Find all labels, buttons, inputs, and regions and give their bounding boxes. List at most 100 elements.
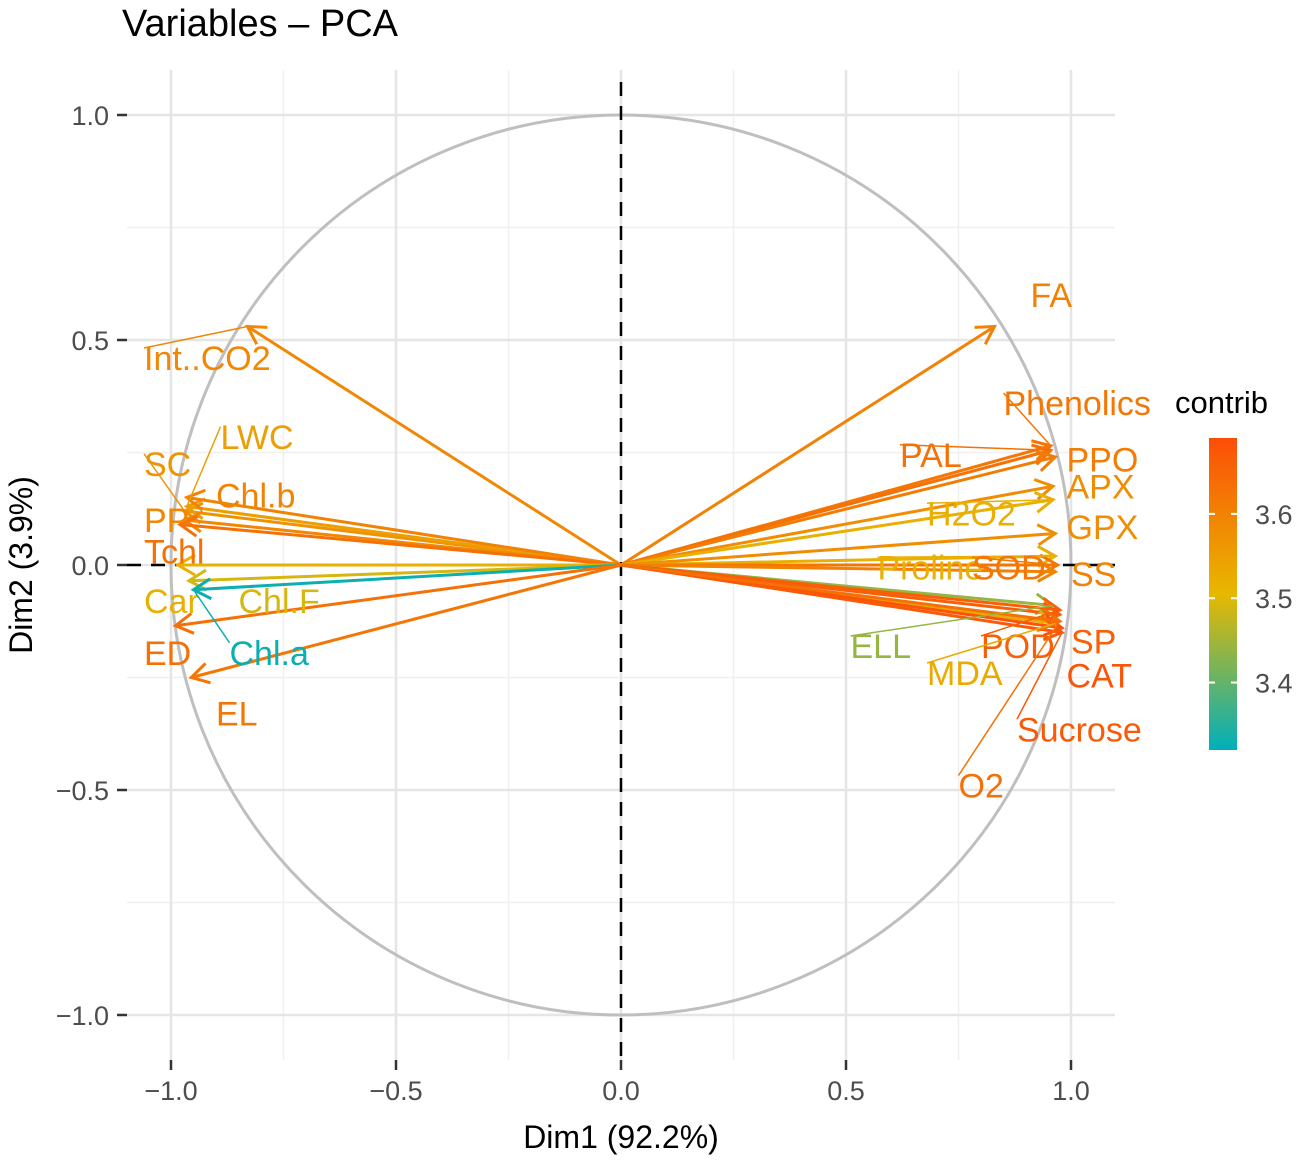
- y-tick-label: −1.0: [56, 1001, 109, 1031]
- variable-label-int-co2: Int..CO2: [144, 340, 271, 378]
- arrow-shaft: [620, 325, 996, 567]
- label-leader-line: [192, 589, 231, 644]
- variable-label-pp: PP: [144, 502, 189, 540]
- variable-label-fa: FA: [1031, 277, 1073, 315]
- variable-label-tchl: Tchl: [144, 534, 204, 572]
- variable-label-car: Car: [144, 583, 199, 621]
- arrow-shaft: [620, 455, 1056, 567]
- arrow-shaft: [175, 563, 622, 628]
- variable-label-mda: MDA: [927, 655, 1003, 693]
- arrow-ss: [620, 560, 1059, 583]
- arrow-chl-b: [183, 488, 622, 567]
- arrow-shaft: [620, 563, 1060, 623]
- legend-tick-label: 3.4: [1255, 669, 1293, 699]
- variable-label-o2: O2: [959, 768, 1004, 806]
- chart-title: Variables – PCA: [122, 3, 399, 45]
- label-leader-line: [850, 604, 1054, 637]
- x-axis: −1.0 −0.5 0.0 0.5 1.0: [144, 1060, 1090, 1106]
- arrow-shaft: [246, 325, 622, 567]
- arrow-fa: [620, 324, 998, 567]
- legend: contrib 3.6 3.5 3.4: [1175, 385, 1293, 750]
- legend-tick-label: 3.5: [1255, 584, 1293, 614]
- variable-label-cat: CAT: [1067, 657, 1132, 695]
- arrow-shaft: [179, 523, 622, 567]
- legend-colorbar: [1209, 438, 1237, 750]
- arrow-head: [974, 324, 998, 345]
- variable-label-ss: SS: [1071, 556, 1116, 594]
- label-leader-line: [1002, 392, 1052, 447]
- legend-ticks: 3.6 3.5 3.4: [1209, 500, 1293, 699]
- arrow-head: [1036, 523, 1059, 546]
- label-leader-line: [971, 556, 1058, 566]
- variable-label-sp: SP: [1071, 624, 1116, 662]
- variable-label-sod: SOD: [972, 549, 1046, 587]
- variable-label-el: EL: [216, 696, 258, 734]
- arrow-head: [1035, 450, 1059, 472]
- arrow-head: [174, 553, 196, 577]
- variable-label-ed: ED: [144, 635, 191, 673]
- arrow-shaft: [620, 532, 1056, 567]
- label-leader-line: [926, 499, 1054, 504]
- label-leader-line: [980, 609, 1060, 637]
- x-tick-label: 0.0: [602, 1076, 640, 1106]
- arrow-shaft: [620, 484, 1054, 567]
- label-leader-line: [899, 444, 1051, 451]
- y-tick-label: 0.5: [71, 326, 109, 356]
- arrow-shaft: [620, 563, 1056, 574]
- label-leader-line: [143, 325, 248, 349]
- variable-label-proline: Proline: [878, 549, 984, 587]
- arrow-shaft: [620, 498, 1054, 567]
- x-tick-label: −0.5: [369, 1076, 422, 1106]
- label-leader-line: [957, 620, 1061, 776]
- x-tick-label: 0.5: [827, 1076, 865, 1106]
- variable-label-pal: PAL: [900, 437, 962, 475]
- y-tick-label: 0.0: [71, 551, 109, 581]
- arrow-shaft: [620, 563, 1063, 634]
- variable-label-sc: SC: [144, 446, 191, 484]
- arrow-head: [183, 488, 206, 512]
- arrow-head: [186, 568, 208, 592]
- arrow-head: [177, 514, 199, 538]
- arrow-head: [188, 662, 211, 685]
- arrow-el: [188, 563, 622, 685]
- label-leader-line: [926, 622, 1056, 664]
- variable-label-chl-a: Chl.a: [230, 635, 309, 673]
- arrow-shaft: [193, 563, 622, 592]
- arrow-tchl: [177, 514, 622, 567]
- arrow-chl-f: [186, 563, 622, 592]
- arrow-ppo: [620, 450, 1059, 567]
- variable-label-lwc: LWC: [221, 419, 294, 457]
- arrow-ed: [172, 563, 622, 635]
- variable-label-ell: ELL: [851, 628, 912, 666]
- legend-tick-label: 3.6: [1255, 500, 1293, 530]
- label-leader-line: [877, 555, 1056, 558]
- label-leader-line: [1016, 632, 1063, 720]
- arrow-shaft: [186, 496, 622, 567]
- x-axis-title: Dim1 (92.2%): [523, 1119, 719, 1155]
- variable-label-apx: APX: [1067, 468, 1135, 506]
- x-tick-label: 1.0: [1052, 1076, 1090, 1106]
- arrow-shaft: [188, 563, 622, 583]
- variable-label-chl-b: Chl.b: [216, 477, 295, 515]
- y-tick-label: −0.5: [56, 776, 109, 806]
- y-tick-label: 1.0: [71, 101, 109, 131]
- y-axis: 1.0 0.5 0.0 −0.5 −1.0: [56, 101, 127, 1031]
- variable-label-chl-f: Chl.F: [239, 583, 320, 621]
- label-leader-line: [186, 426, 222, 507]
- arrow-gpx: [620, 523, 1059, 567]
- arrow-car: [174, 553, 621, 577]
- y-axis-title: Dim2 (3.9%): [3, 476, 39, 654]
- x-tick-label: −1.0: [144, 1076, 197, 1106]
- label-leader-line: [143, 453, 186, 512]
- variable-label-sucrose: Sucrose: [1017, 711, 1142, 749]
- arrow-head: [181, 510, 204, 533]
- variable-label-h2o2: H2O2: [927, 495, 1016, 533]
- variable-label-phenolics: Phenolics: [1004, 385, 1151, 423]
- variable-label-ppo: PPO: [1067, 441, 1139, 479]
- legend-title: contrib: [1175, 385, 1268, 420]
- arrow-shaft: [190, 563, 622, 679]
- arrow-head: [1037, 560, 1059, 583]
